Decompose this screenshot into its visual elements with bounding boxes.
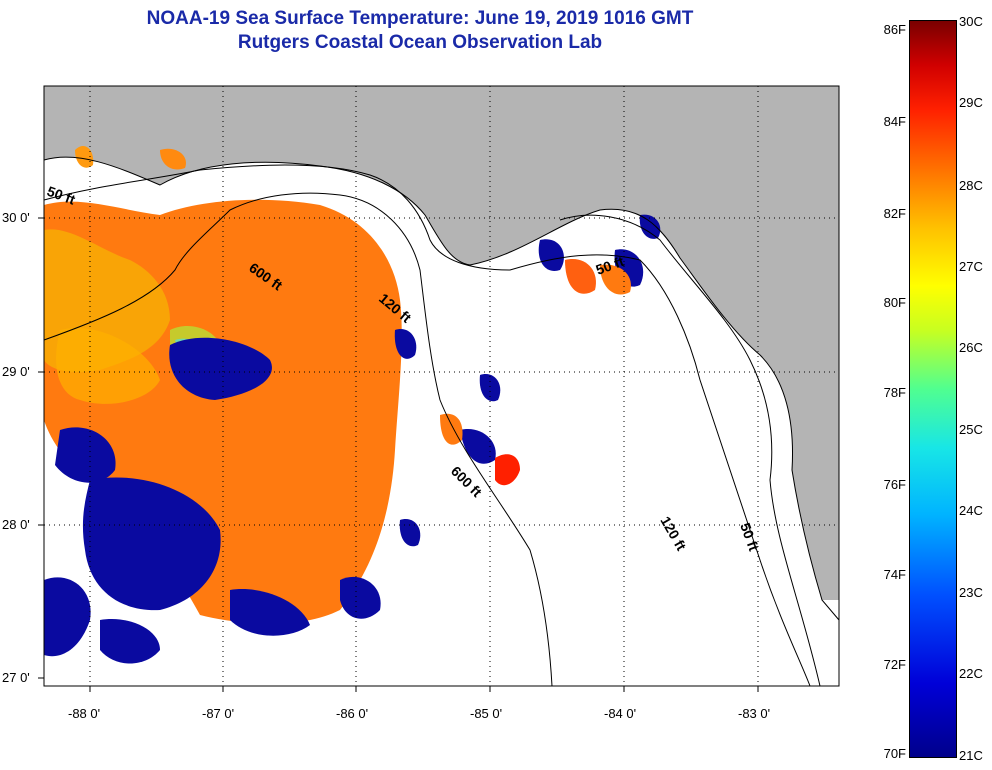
colorbar-f-label: 78F	[883, 385, 906, 400]
map-subtitle: Rutgers Coastal Ocean Observation Lab	[237, 32, 603, 53]
cold-patches	[44, 214, 661, 664]
colorbar-c-label: 25C	[959, 422, 983, 437]
colorbar-f-label: 72F	[883, 657, 906, 672]
lat-label: 29 0'	[2, 364, 30, 379]
colorbar-c-label: 23C	[959, 585, 983, 600]
colorbar-c-label: 22C	[959, 666, 983, 681]
lon-label: -86 0'	[336, 706, 369, 721]
map-frame	[43, 85, 840, 687]
lat-label: 28 0'	[2, 517, 30, 532]
colorbar-f-label: 74F	[883, 567, 906, 582]
colorbar-c-label: 28C	[959, 178, 983, 193]
colorbar-f-label: 76F	[883, 477, 906, 492]
colorbar-f-label: 84F	[883, 114, 906, 129]
tick-marks	[38, 217, 759, 692]
colorbar-c-label: 26C	[959, 340, 983, 355]
colorbar	[909, 20, 957, 758]
lat-label: 27 0'	[2, 670, 30, 685]
lon-label: -87 0'	[202, 706, 235, 721]
depth-contours	[43, 164, 821, 687]
lon-label: -84 0'	[604, 706, 637, 721]
colorbar-c-label: 27C	[959, 259, 983, 274]
lon-label: -85 0'	[470, 706, 503, 721]
colorbar-f-label: 70F	[883, 746, 906, 761]
lon-label: -83 0'	[738, 706, 771, 721]
colorbar-f-label: 82F	[883, 206, 906, 221]
colorbar-f-label: 86F	[883, 22, 906, 37]
coastline	[43, 156, 840, 621]
colorbar-c-label: 29C	[959, 95, 983, 110]
lat-label: 30 0'	[2, 210, 30, 225]
colorbar-c-label: 21C	[959, 748, 983, 763]
colorbar-f-label: 80F	[883, 295, 906, 310]
graticule	[44, 86, 839, 686]
sst-map: 50 ft 600 ft 120 ft 50 ft 600 ft 120 ft …	[38, 85, 840, 692]
map-title: NOAA-19 Sea Surface Temperature: June 19…	[146, 8, 694, 29]
colorbar-c-label: 30C	[959, 14, 983, 29]
lon-label: -88 0'	[68, 706, 101, 721]
colorbar-c-label: 24C	[959, 503, 983, 518]
